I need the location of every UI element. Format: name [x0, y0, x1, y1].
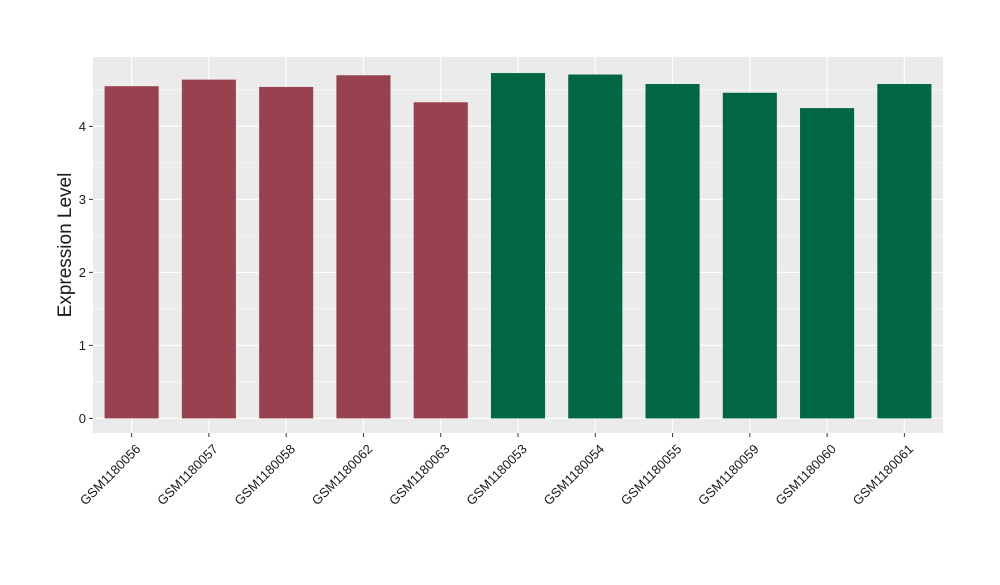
bar-GSM1180053 [490, 73, 546, 419]
x-tick-label: GSM1180059 [695, 441, 762, 508]
x-tick-label: GSM1180054 [541, 441, 608, 508]
x-tick-label: GSM1180056 [77, 441, 144, 508]
bar-GSM1180059 [722, 92, 777, 419]
bars [104, 73, 932, 419]
x-axis: GSM1180056 GSM1180057 GSM1180058 GSM1180062… [77, 433, 916, 508]
x-tick-label: GSM1180063 [386, 441, 453, 508]
y-tick-label: 3 [79, 192, 86, 207]
y-tick-label: 2 [79, 265, 86, 280]
bar-GSM1180061 [877, 84, 932, 419]
bar-GSM1180062 [336, 75, 391, 419]
bar-GSM1180058 [259, 86, 314, 419]
bar-GSM1180060 [800, 108, 855, 419]
x-tick-label: GSM1180055 [618, 441, 685, 508]
x-tick-label: GSM1180053 [463, 441, 530, 508]
x-tick-label: GSM1180061 [850, 441, 917, 508]
y-tick-label: 0 [79, 411, 86, 426]
y-axis: 0 1 2 3 4 [79, 119, 93, 426]
bar-GSM1180057 [181, 79, 236, 419]
y-axis-title: Expression Level [55, 173, 76, 318]
bar-GSM1180056 [104, 86, 159, 419]
bar-GSM1180054 [568, 74, 623, 419]
x-tick-label: GSM1180060 [772, 441, 839, 508]
x-tick-label: GSM1180062 [309, 441, 376, 508]
x-tick-label: GSM1180057 [154, 441, 221, 508]
y-tick-label: 4 [79, 119, 86, 134]
bar-GSM1180055 [645, 84, 700, 419]
bar-GSM1180063 [413, 102, 468, 419]
y-tick-label: 1 [79, 338, 86, 353]
x-tick-label: GSM1180058 [231, 441, 298, 508]
